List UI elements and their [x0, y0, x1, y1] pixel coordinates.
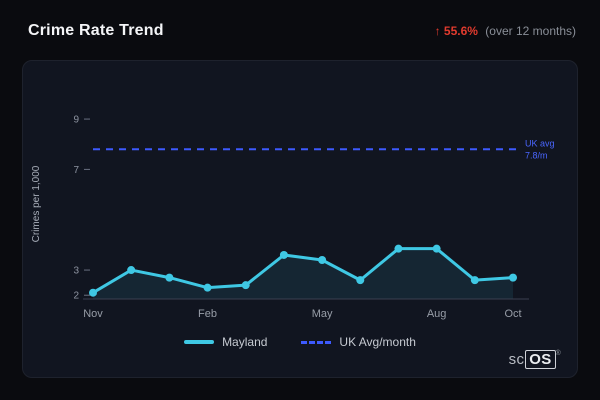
- svg-text:Aug: Aug: [427, 308, 447, 320]
- svg-text:2: 2: [73, 291, 79, 302]
- svg-text:Oct: Oct: [504, 308, 521, 320]
- page-header: Crime Rate Trend ↑ 55.6% (over 12 months…: [28, 22, 576, 40]
- legend-item-uk-avg[interactable]: UK Avg/month: [301, 335, 416, 349]
- legend-solid-line-icon: [184, 340, 215, 344]
- svg-text:Crimes per 1,000: Crimes per 1,000: [31, 165, 42, 242]
- delta-indicator: ↑ 55.6% (over 12 months): [435, 24, 576, 38]
- svg-text:3: 3: [73, 266, 79, 277]
- legend-item-mayland[interactable]: Mayland: [184, 335, 267, 349]
- svg-text:9: 9: [73, 115, 79, 126]
- brand-box: OS: [525, 349, 556, 369]
- delta-value: ↑ 55.6%: [434, 24, 478, 38]
- crime-trend-chart: 9 7 3 2 Nov Feb May Aug Oct UK avg 7.8/m Crimes per…: [31, 115, 555, 320]
- legend-dashed-line-icon: [301, 340, 332, 344]
- svg-text:Feb: Feb: [198, 308, 217, 320]
- svg-text:UK avg: UK avg: [525, 138, 555, 148]
- legend-label-uk-avg: UK Avg/month: [339, 335, 416, 349]
- svg-text:May: May: [312, 308, 333, 320]
- svg-text:Nov: Nov: [83, 308, 103, 320]
- svg-text:7.8/m: 7.8/m: [525, 150, 548, 160]
- delta-caption: (over 12 months): [485, 24, 576, 38]
- page-title: Crime Rate Trend: [28, 22, 164, 39]
- chart-panel: 9 7 3 2 Nov Feb May Aug Oct UK avg 7.8/m Crimes per…: [22, 60, 578, 378]
- chart-legend: Mayland UK Avg/month: [23, 335, 577, 349]
- svg-text:7: 7: [73, 165, 79, 176]
- legend-label-mayland: Mayland: [222, 335, 268, 349]
- brand-logo: sc OS ®: [508, 349, 561, 369]
- registered-mark: ®: [555, 349, 561, 357]
- brand-prefix: sc: [508, 350, 525, 368]
